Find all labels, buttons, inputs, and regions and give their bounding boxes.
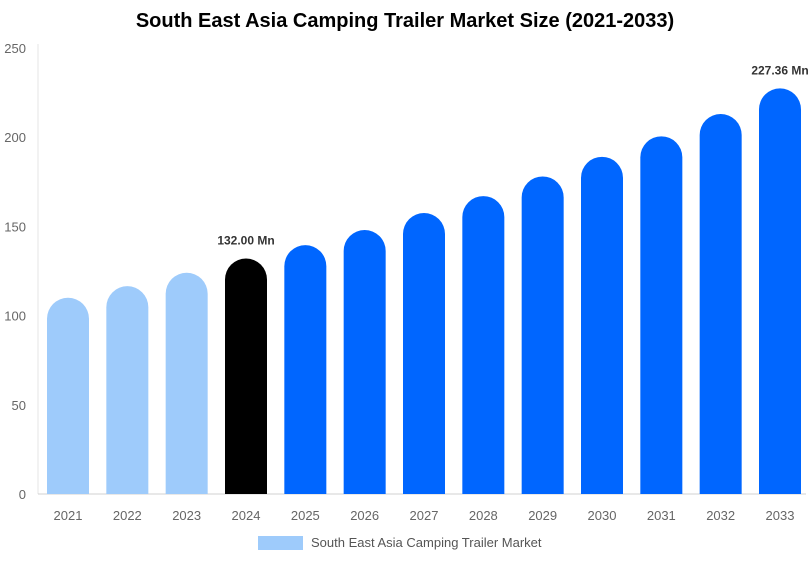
y-tick-label: 100 (4, 309, 26, 324)
y-tick-label: 250 (4, 41, 26, 56)
bar-2032 (699, 114, 742, 494)
x-tick-label: 2032 (706, 508, 735, 523)
x-tick-label: 2026 (350, 508, 379, 523)
x-tick-label: 2023 (172, 508, 201, 523)
y-tick-label: 150 (4, 219, 26, 234)
legend-label: South East Asia Camping Trailer Market (311, 535, 542, 550)
x-tick-label: 2027 (410, 508, 439, 523)
x-tick-label: 2033 (766, 508, 795, 523)
x-tick-label: 2021 (54, 508, 83, 523)
data-label: 227.36 Mn (751, 63, 808, 77)
bar-2024 (225, 258, 267, 494)
bar-2028 (462, 196, 505, 494)
bar-2033 (759, 88, 801, 494)
x-tick-label: 2022 (113, 508, 142, 523)
chart-title: South East Asia Camping Trailer Market S… (135, 10, 675, 32)
bar-2023 (165, 272, 208, 494)
x-tick-label: 2031 (647, 508, 676, 523)
bar-2030 (581, 156, 623, 494)
x-tick-label: 2028 (469, 508, 498, 523)
y-tick-label: 0 (19, 487, 26, 502)
bar-2027 (403, 213, 445, 494)
bar-2031 (640, 136, 683, 494)
legend[interactable]: South East Asia Camping Trailer Market (258, 535, 542, 550)
x-tick-label: 2025 (291, 508, 320, 523)
x-tick-label: 2024 (232, 508, 261, 523)
bar-2021 (47, 297, 89, 494)
x-tick-label: 2029 (528, 508, 557, 523)
y-tick-label: 200 (4, 130, 26, 145)
bar-2029 (521, 176, 564, 494)
bar-2022 (106, 286, 149, 494)
data-label: 132.00 Mn (217, 234, 274, 248)
bar-2025 (284, 245, 327, 494)
x-tick-label: 2030 (588, 508, 617, 523)
legend-swatch (258, 535, 303, 550)
bar-2026 (343, 229, 386, 494)
y-tick-label: 50 (12, 398, 26, 413)
